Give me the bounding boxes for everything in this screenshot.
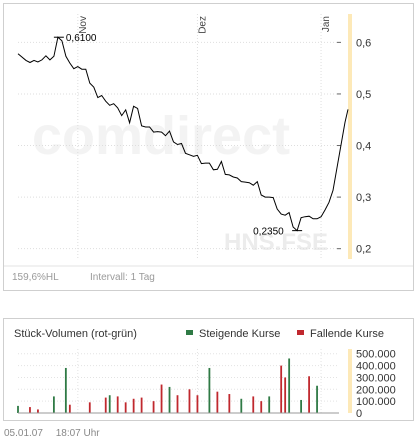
volume-bar-rising: [52, 396, 55, 413]
volume-y-tick-label: 200.000: [356, 384, 396, 396]
price-y-tick-label: 0,6: [356, 37, 371, 49]
price-line: [17, 36, 349, 232]
price-annotations: 0,6100 0,2350: [53, 33, 303, 238]
price-chart-panel: comdirect HNS.FSE Nov Dez Jan 0,6 0,5 0,4 0,3…: [3, 3, 414, 291]
month-labels: Nov Dez Jan: [78, 16, 332, 34]
volume-title: Stück-Volumen (rot-grün): [14, 328, 137, 340]
volume-bar-rising: [288, 358, 291, 413]
legend-falling-swatch: [297, 330, 304, 335]
legend-rising-label: Steigende Kurse: [199, 328, 280, 340]
volume-bar-rising: [268, 396, 271, 413]
volume-bars: [17, 358, 339, 414]
volume-bar-falling: [252, 396, 255, 413]
month-label: Dez: [197, 16, 208, 34]
volume-chart-panel: Stück-Volumen (rot-grün) Steigende Kurse…: [3, 318, 414, 421]
volume-bar-falling: [280, 365, 283, 413]
volume-y-tick-label: 300.000: [356, 372, 396, 384]
exchange-label: HNS.FSE: [224, 229, 328, 256]
legend-rising-swatch: [186, 330, 193, 335]
price-y-tick-label: 0,4: [356, 141, 371, 153]
volume-bar-falling: [152, 401, 155, 413]
chart-footer: 05.01.07 18:07 Uhr: [4, 428, 110, 439]
volume-bar-falling: [37, 409, 39, 413]
volume-y-tick-label: 500.000: [356, 349, 396, 361]
volume-bar-falling: [260, 401, 263, 413]
volume-bar-falling: [132, 398, 135, 413]
hl-percentage: 159,6%HL: [12, 272, 59, 283]
interval-label: Intervall: 1 Tag: [90, 272, 155, 283]
volume-bar-falling: [196, 395, 199, 413]
volume-bar-rising: [108, 395, 111, 413]
volume-bar-falling: [124, 402, 127, 413]
volume-bar-falling: [228, 394, 231, 413]
volume-y-tick-label: 400.000: [356, 361, 396, 373]
volume-chart: Stück-Volumen (rot-grün) Steigende Kurse…: [14, 328, 396, 420]
legend-falling-label: Fallende Kurse: [310, 328, 384, 340]
volume-bar-falling: [104, 397, 107, 413]
volume-current-period-band: [348, 349, 352, 413]
month-label: Nov: [78, 16, 89, 34]
volume-bar-rising: [64, 367, 67, 413]
price-y-tick-label: 0,5: [356, 89, 371, 101]
volume-bar-falling: [176, 395, 179, 413]
volume-y-tick-label: 100.000: [356, 396, 396, 408]
volume-bar-rising: [17, 405, 19, 413]
volume-bar-falling: [140, 397, 143, 413]
volume-bar-falling: [216, 391, 219, 413]
current-period-band: [348, 14, 352, 259]
price-y-tick-label: 0,2: [356, 244, 371, 256]
high-value-label: 0,6100: [66, 33, 97, 44]
low-value-label: 0,2350: [253, 227, 284, 238]
price-y-tick-label: 0,3: [356, 192, 371, 204]
volume-bar-falling: [284, 377, 287, 413]
volume-bar-rising: [316, 385, 318, 413]
volume-bar-rising: [208, 367, 211, 413]
price-chart: comdirect HNS.FSE Nov Dez Jan 0,6 0,5 0,4 0,3…: [4, 14, 413, 283]
volume-bar-falling: [68, 404, 71, 413]
volume-bar-falling: [188, 389, 191, 413]
volume-bar-rising: [240, 398, 243, 413]
price-y-axis: 0,6 0,5 0,4 0,3 0,2: [337, 37, 371, 256]
footer-time: 18:07 Uhr: [55, 428, 100, 439]
volume-y-tick-label: 0: [356, 408, 362, 420]
volume-bar-rising: [168, 386, 171, 413]
volume-bar-falling: [160, 384, 163, 413]
footer-date: 05.01.07: [4, 428, 43, 439]
volume-bar-falling: [308, 376, 310, 413]
volume-bar-falling: [116, 396, 119, 413]
watermark-logo: comdirect: [32, 106, 290, 166]
month-label: Jan: [321, 16, 332, 32]
price-gridlines: [18, 14, 339, 259]
volume-bar-falling: [29, 407, 31, 413]
volume-bar-falling: [88, 402, 91, 413]
volume-bar-rising: [300, 399, 303, 413]
